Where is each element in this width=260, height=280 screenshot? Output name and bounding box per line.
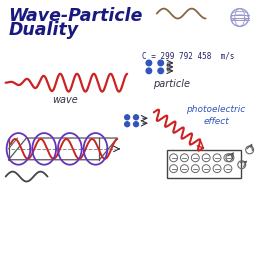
- Bar: [167, 150, 241, 178]
- Text: C = 299 792 458  m/s: C = 299 792 458 m/s: [142, 51, 235, 60]
- Text: Wave-Particle: Wave-Particle: [9, 7, 143, 25]
- Text: wave: wave: [52, 95, 78, 104]
- Text: photoelectric
effect: photoelectric effect: [186, 106, 246, 126]
- Circle shape: [158, 68, 164, 74]
- Circle shape: [125, 122, 130, 127]
- Circle shape: [158, 60, 164, 66]
- Text: particle: particle: [153, 79, 190, 89]
- Circle shape: [134, 115, 139, 120]
- Circle shape: [134, 122, 139, 127]
- Circle shape: [125, 115, 130, 120]
- Circle shape: [146, 60, 152, 66]
- Text: Duality: Duality: [9, 22, 79, 39]
- Circle shape: [146, 68, 152, 74]
